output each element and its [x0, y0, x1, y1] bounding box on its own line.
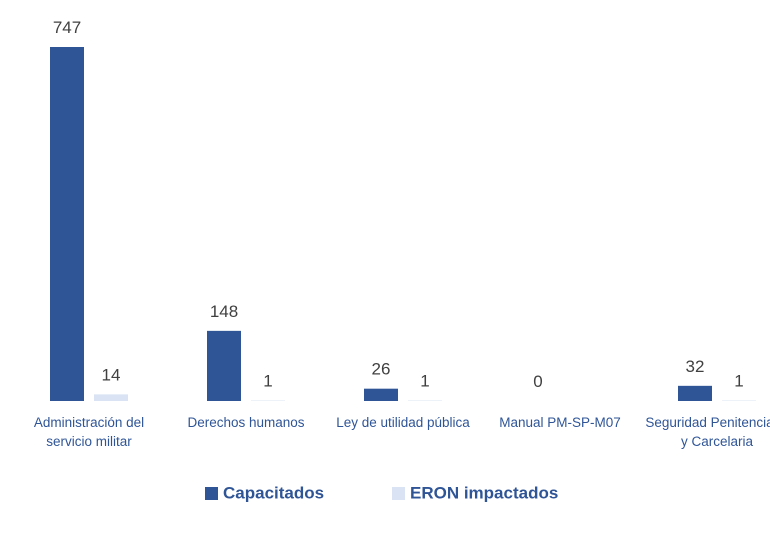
bar	[50, 47, 84, 401]
value-label: 1	[263, 372, 272, 391]
bar	[207, 330, 241, 401]
value-label: 1	[420, 372, 429, 391]
legend-swatch	[392, 487, 405, 500]
bar	[364, 388, 398, 401]
legend-label: Capacitados	[223, 483, 324, 502]
category-label: Seguridad Penitenciaria y Carcelaria	[645, 415, 770, 449]
bar	[678, 385, 712, 401]
category-label: Ley de utilidad pública	[336, 415, 470, 430]
bar	[94, 394, 128, 401]
value-label: 26	[372, 360, 391, 379]
category-label: Derechos humanos	[187, 415, 305, 430]
value-label: 148	[210, 302, 238, 321]
value-label: 14	[102, 365, 121, 384]
legend-swatch	[205, 487, 218, 500]
category-label: Administración del servicio militar	[33, 415, 145, 449]
value-label: 0	[533, 372, 542, 391]
legend-label: ERON impactados	[410, 483, 558, 502]
value-label: 32	[686, 357, 705, 376]
category-label: Manual PM-SP-M07	[499, 415, 621, 430]
value-label: 747	[53, 18, 81, 37]
value-label: 1	[734, 372, 743, 391]
